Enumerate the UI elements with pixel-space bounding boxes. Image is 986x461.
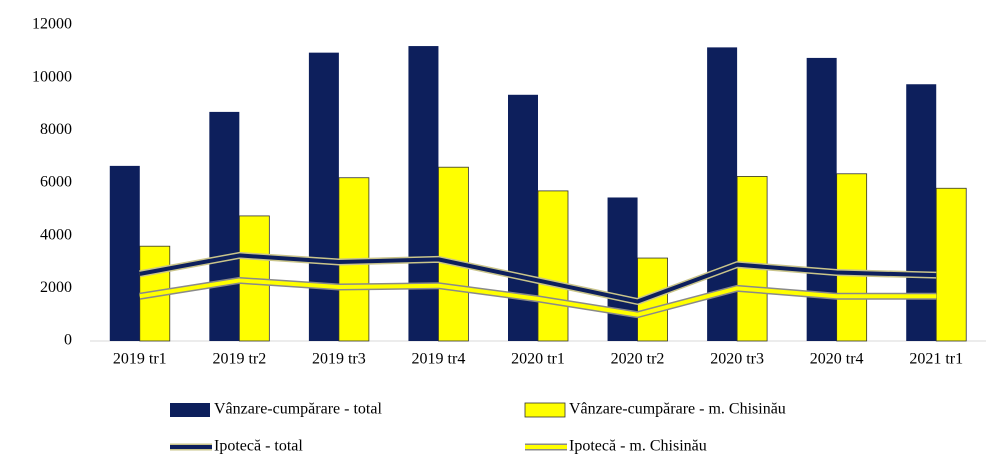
bar bbox=[508, 94, 538, 342]
bar bbox=[408, 46, 439, 342]
y-tick-label: 8000 bbox=[40, 121, 72, 138]
line bbox=[139, 253, 937, 304]
x-tick-label: 2020 tr1 bbox=[511, 351, 565, 368]
legend-label: Ipotecă - total bbox=[214, 438, 303, 455]
line bbox=[139, 278, 937, 317]
bar bbox=[308, 52, 339, 342]
legend-label: Vânzare-cumpărare - total bbox=[214, 401, 382, 418]
y-tick-label: 4000 bbox=[40, 226, 72, 243]
bar bbox=[906, 84, 937, 341]
legend-label: Vânzare-cumpărare - m. Chisinău bbox=[569, 401, 786, 418]
x-tick-label: 2020 tr2 bbox=[611, 351, 665, 368]
bar bbox=[736, 176, 768, 342]
y-tick-label: 6000 bbox=[40, 174, 72, 191]
x-tick-label: 2019 tr4 bbox=[412, 351, 466, 368]
x-tick-label: 2020 tr3 bbox=[710, 351, 764, 368]
y-tick-label: 2000 bbox=[40, 279, 72, 296]
legend-swatch bbox=[170, 403, 210, 417]
y-tick-label: 12000 bbox=[32, 16, 72, 33]
bar bbox=[537, 190, 569, 342]
x-tick-label: 2019 tr2 bbox=[212, 351, 266, 368]
x-tick-label: 2021 tr1 bbox=[909, 351, 963, 368]
bar bbox=[438, 166, 469, 342]
x-tick-label: 2020 tr4 bbox=[810, 351, 864, 368]
legend-swatch bbox=[524, 402, 566, 418]
y-tick-label: 10000 bbox=[32, 68, 72, 85]
legend-label: Ipotecă - m. Chisinău bbox=[569, 438, 707, 455]
bar bbox=[607, 197, 638, 341]
bar bbox=[836, 173, 868, 342]
bar bbox=[109, 165, 140, 341]
x-tick-label: 2019 tr1 bbox=[113, 351, 167, 368]
bar bbox=[209, 111, 240, 342]
x-tick-label: 2019 tr3 bbox=[312, 351, 366, 368]
bar bbox=[935, 187, 967, 342]
y-tick-label: 0 bbox=[64, 332, 72, 349]
